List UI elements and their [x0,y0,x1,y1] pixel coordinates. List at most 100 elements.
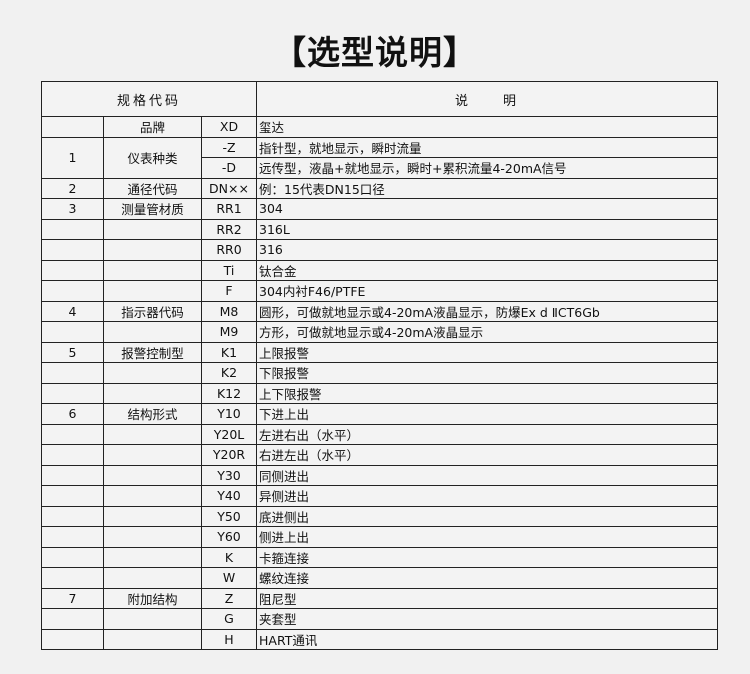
selection-table: 规格代码 说 明 品牌 XD 玺达 1 仪表种类 -Z 指针型，就地显示，瞬时流量 -D 远传型… [41,81,718,650]
table-row: RR2 316L [41,218,718,240]
row-description: 圆形，可做就地显示或4-20mA液晶显示，防爆Ex d ⅡCT6Gb [256,300,718,322]
row-description: 右进左出（水平） [256,444,718,466]
row-description: 下进上出 [256,403,718,425]
row-name [103,485,202,507]
row-code: -D [201,157,257,179]
table-row: 1 仪表种类 -Z 指针型，就地显示，瞬时流量 [41,136,718,179]
row-description: 螺纹连接 [256,567,718,589]
row-description: 316 [256,239,718,261]
row-name [103,444,202,466]
row-name [103,505,202,527]
row-name [103,464,202,486]
row-description: 阻尼型 [256,587,718,609]
row-code: Y60 [201,526,257,548]
row-number [41,444,104,466]
row-name [103,239,202,261]
row-name [103,280,202,302]
row-code: G [201,608,257,630]
row-number [41,464,104,486]
row-number [41,423,104,445]
table-row: 3 测量管材质 RR1 304 [41,198,718,220]
row-name [103,259,202,281]
row-number: 6 [41,403,104,425]
row-description: 底进侧出 [256,505,718,527]
row-number [41,485,104,507]
row-number [41,608,104,630]
table-row: 6 结构形式 Y10 下进上出 [41,403,718,425]
row-name [103,362,202,384]
row-description: 同侧进出 [256,464,718,486]
row-code: Y30 [201,464,257,486]
row-number [41,382,104,404]
row-description: HART通讯 [256,628,718,650]
row-name [103,608,202,630]
row-number [41,567,104,589]
row-description: 异侧进出 [256,485,718,507]
row-code: K2 [201,362,257,384]
row-code: -Z [201,136,257,158]
row-description: 远传型，液晶+就地显示，瞬时+累积流量4-20mA信号 [256,157,718,179]
row-code: Y20L [201,423,257,445]
table-row: W 螺纹连接 [41,567,718,589]
table-row: 4 指示器代码 M8 圆形，可做就地显示或4-20mA液晶显示，防爆Ex d ⅡCT6… [41,300,718,322]
row-description: 玺达 [256,116,718,138]
row-description: 上限报警 [256,341,718,363]
table-row: Y50 底进侧出 [41,505,718,527]
row-name [103,628,202,650]
row-number: 1 [41,136,104,179]
row-number [41,116,104,138]
table-row: Y20L 左进右出（水平） [41,423,718,445]
row-code: Y10 [201,403,257,425]
row-code: Y40 [201,485,257,507]
row-number [41,259,104,281]
row-number [41,218,104,240]
row-code: K1 [201,341,257,363]
row-description: 上下限报警 [256,382,718,404]
header-code: 规格代码 [41,81,257,117]
row-code: Z [201,587,257,609]
row-description: 316L [256,218,718,240]
table-row: Y60 侧进上出 [41,526,718,548]
table-row: Y30 同侧进出 [41,464,718,486]
row-description: 左进右出（水平） [256,423,718,445]
row-name [103,567,202,589]
table-row: 2 通径代码 DN×× 例：15代表DN15口径 [41,177,718,199]
row-code: M8 [201,300,257,322]
table-row: K2 下限报警 [41,362,718,384]
table-row: 5 报警控制型 K1 上限报警 [41,341,718,363]
row-name [103,423,202,445]
row-number: 3 [41,198,104,220]
row-description: 方形，可做就地显示或4-20mA液晶显示 [256,321,718,343]
row-number [41,546,104,568]
table-row: K12 上下限报警 [41,382,718,404]
row-description: 下限报警 [256,362,718,384]
row-number [41,505,104,527]
table-row: 品牌 XD 玺达 [41,116,718,138]
page-title: 【选型说明】 [273,33,477,72]
row-name: 报警控制型 [103,341,202,363]
row-name: 测量管材质 [103,198,202,220]
table-header: 规格代码 说 明 [41,81,718,117]
table-row: 7 附加结构 Z 阻尼型 [41,587,718,609]
row-description: 304内衬F46/PTFE [256,280,718,302]
row-name: 结构形式 [103,403,202,425]
row-code: H [201,628,257,650]
row-number [41,526,104,548]
row-number: 5 [41,341,104,363]
table-row: F 304内衬F46/PTFE [41,280,718,302]
row-code: K [201,546,257,568]
row-number: 7 [41,587,104,609]
row-name [103,526,202,548]
table-row: K 卡箍连接 [41,546,718,568]
row-name: 品牌 [103,116,202,138]
row-name: 通径代码 [103,177,202,199]
row-description: 304 [256,198,718,220]
row-number: 2 [41,177,104,199]
row-code: Ti [201,259,257,281]
row-number [41,362,104,384]
row-name: 指示器代码 [103,300,202,322]
table-row: RR0 316 [41,239,718,261]
row-code: Y50 [201,505,257,527]
header-desc: 说 明 [256,81,718,117]
row-code: XD [201,116,257,138]
